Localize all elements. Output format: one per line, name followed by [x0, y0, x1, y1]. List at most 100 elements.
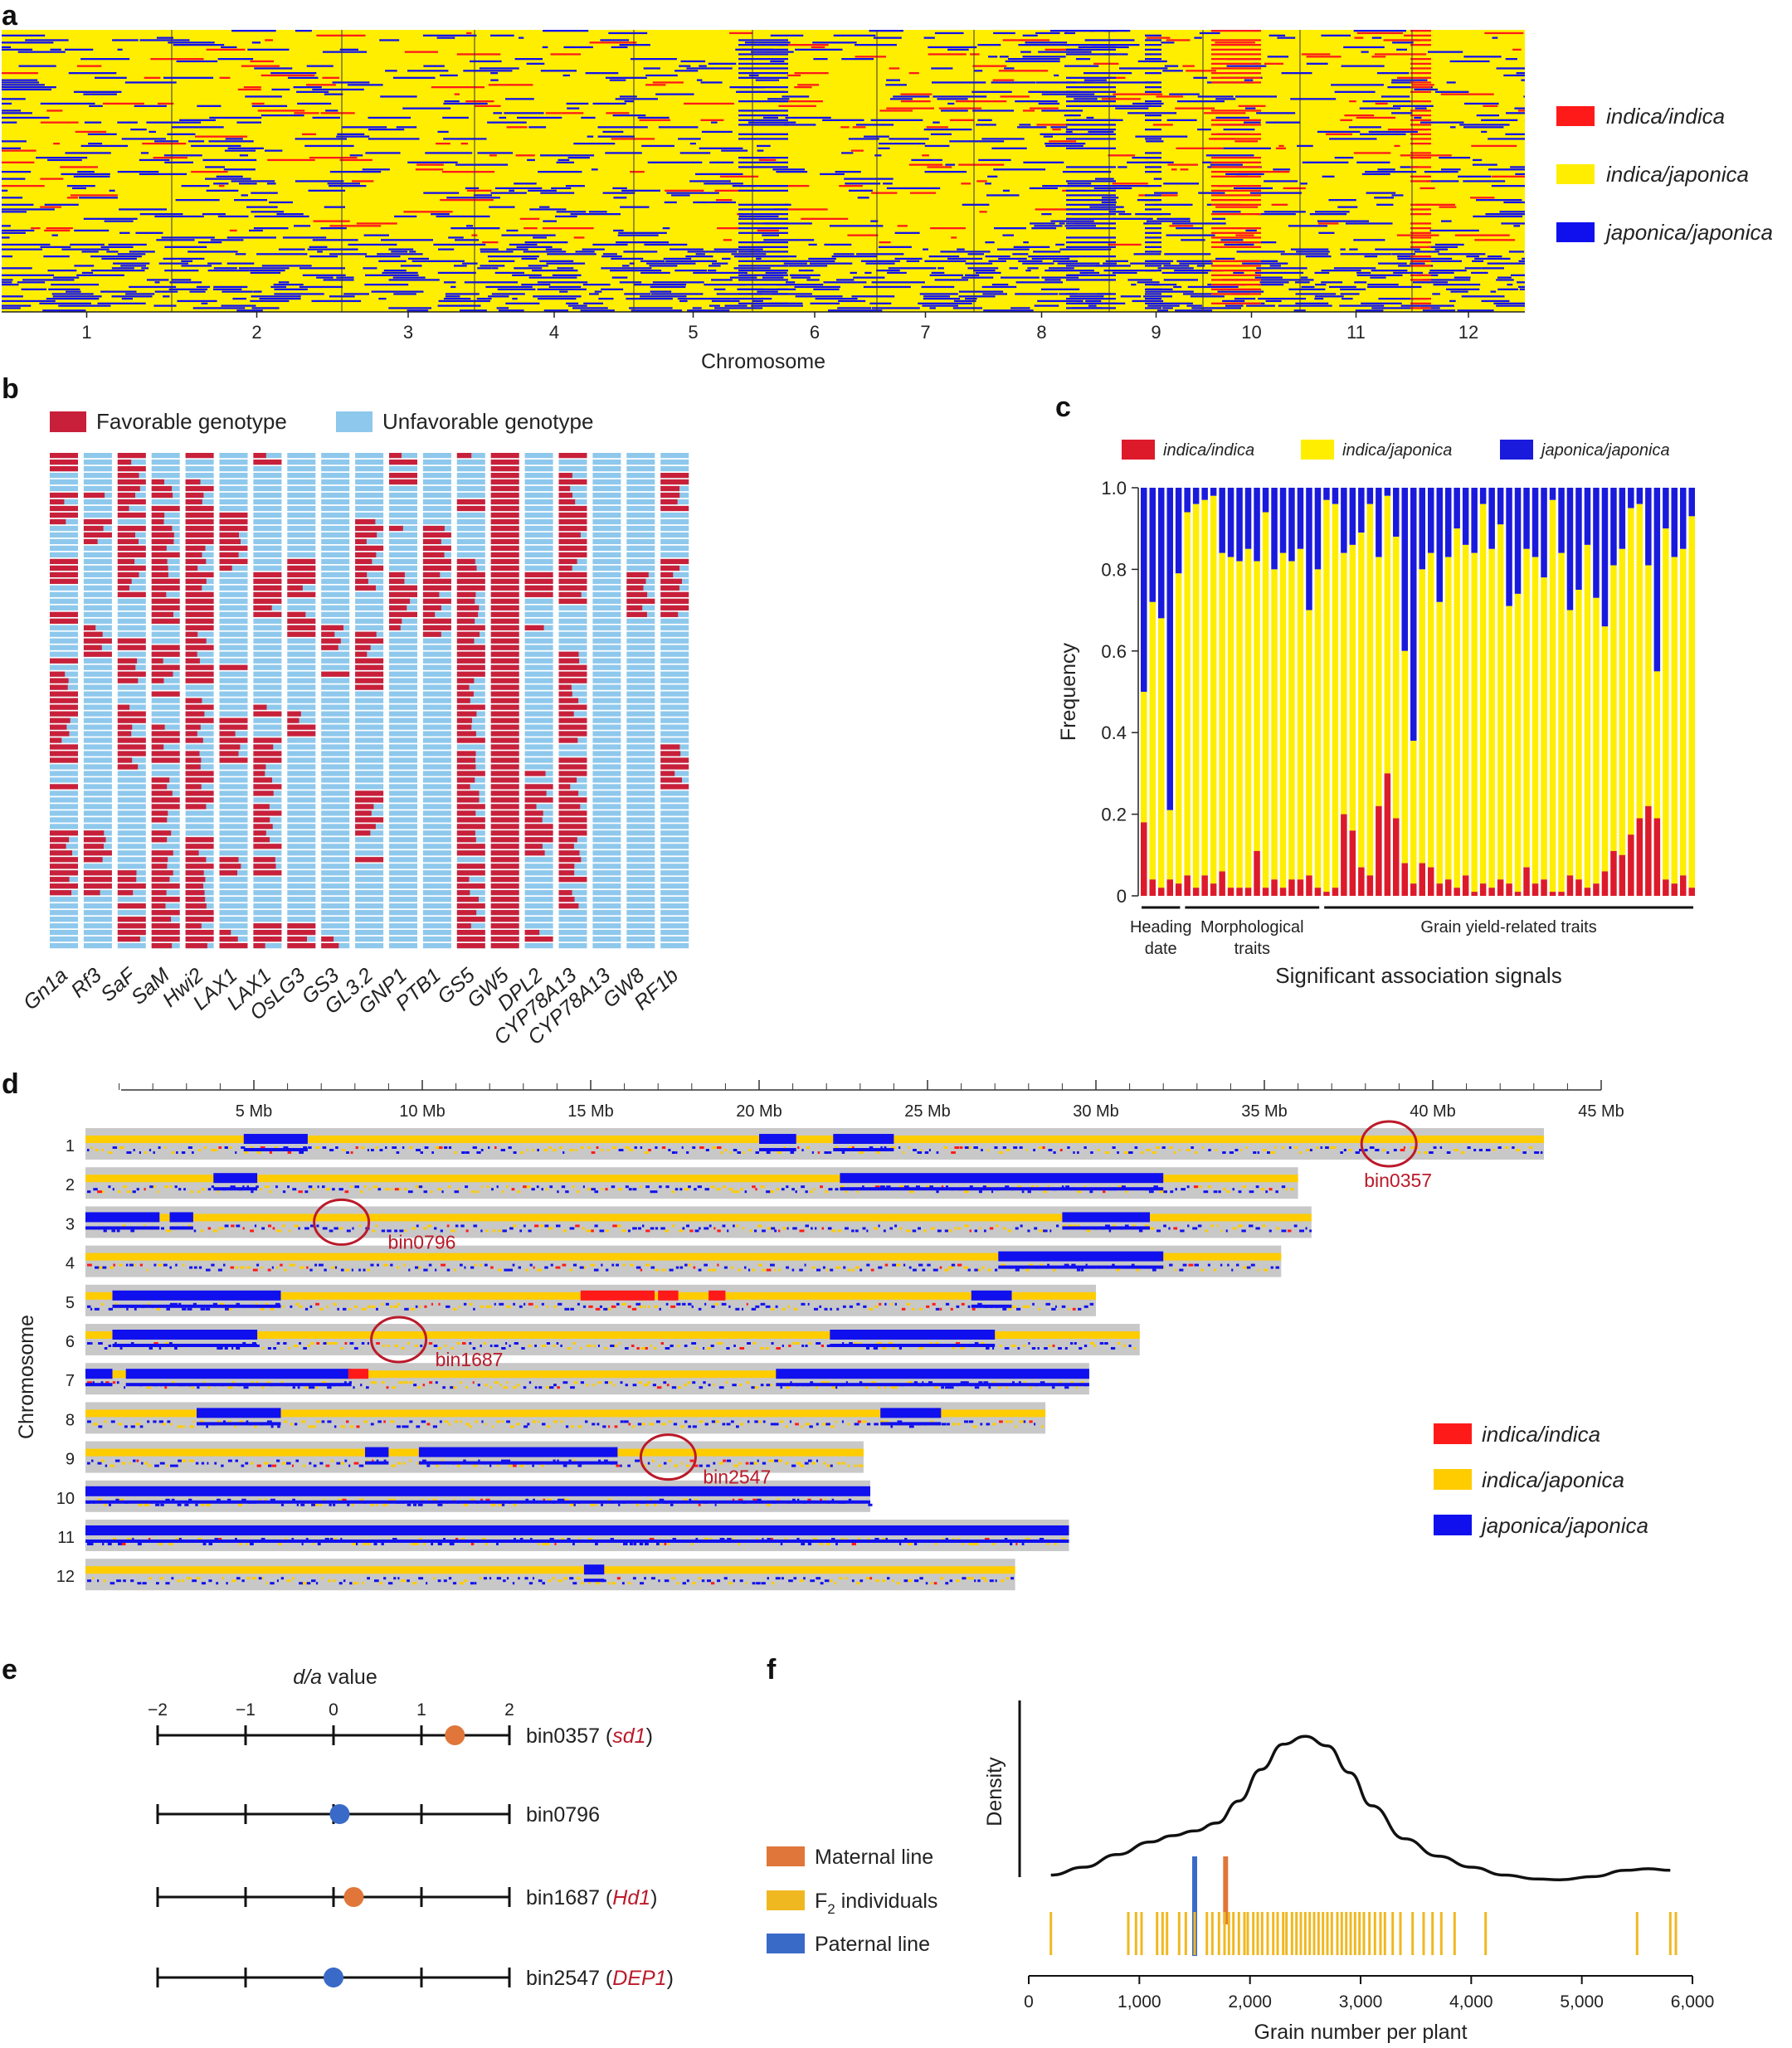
marker-speckle	[899, 1227, 903, 1230]
legend-label: Favorable genotype	[96, 409, 287, 434]
genotype-segment	[647, 161, 703, 163]
genotype-cell	[524, 883, 553, 889]
marker-speckle	[178, 1188, 182, 1191]
marker-speckle	[622, 1263, 626, 1267]
genotype-segment	[1246, 304, 1275, 307]
bar-indica-indica	[1332, 888, 1339, 896]
genotype-segment	[1280, 253, 1329, 255]
genotype-cell	[355, 817, 384, 823]
genotype-cell	[490, 897, 519, 902]
marker-speckle	[1454, 1149, 1459, 1151]
genotype-cell	[422, 485, 451, 492]
genotype-segment	[879, 143, 926, 145]
genotype-cell	[50, 631, 78, 637]
genotype-segment	[392, 76, 436, 79]
genotype-segment	[208, 140, 254, 143]
marker-speckle	[518, 1266, 521, 1269]
genotype-segment	[900, 93, 933, 95]
marker-speckle	[596, 1146, 599, 1149]
genotype-cell	[151, 883, 180, 889]
genotype-segment	[977, 44, 1001, 46]
genotype-cell	[83, 605, 112, 611]
genotype-cell	[422, 499, 451, 505]
marker-speckle	[1227, 1263, 1230, 1267]
genotype-cell	[389, 473, 417, 479]
genotype-segment	[1245, 229, 1257, 232]
genotype-segment	[838, 299, 866, 303]
genotype-cell	[253, 492, 282, 499]
marker-speckle	[460, 1263, 463, 1267]
genotype-cell	[558, 473, 572, 479]
genotype-cell	[355, 751, 384, 756]
marker-speckle	[723, 1266, 728, 1269]
genotype-cell	[151, 578, 180, 584]
genotype-cell	[287, 532, 316, 538]
genotype-segment	[1164, 65, 1179, 67]
genotype-cell	[456, 810, 476, 816]
genotype-segment	[1153, 203, 1193, 206]
marker-speckle	[392, 1146, 397, 1149]
genotype-cell	[558, 751, 587, 756]
haplotype-block	[833, 1134, 894, 1144]
genotype-cell	[355, 512, 384, 518]
genotype-cell	[592, 757, 621, 763]
genotype-cell	[660, 837, 689, 843]
genotype-segment	[187, 251, 238, 253]
genotype-segment	[640, 295, 687, 298]
genotype-cell	[558, 485, 571, 492]
genotype-cell	[50, 857, 78, 863]
marker-speckle	[878, 1266, 883, 1269]
marker-speckle	[634, 1146, 637, 1149]
genotype-segment	[1004, 67, 1015, 70]
genotype-segment	[986, 194, 1020, 197]
bar-indica-indica	[1558, 892, 1565, 896]
genotype-segment	[1438, 253, 1486, 255]
genotype-cell	[151, 877, 170, 883]
genotype-segment	[339, 158, 373, 162]
marker-speckle	[161, 1227, 164, 1230]
marker-speckle	[418, 1185, 423, 1189]
genotype-segment	[1093, 62, 1119, 65]
marker-speckle	[1188, 1263, 1194, 1267]
y-tick-label: 0.2	[1101, 805, 1127, 825]
genotype-segment	[1112, 217, 1153, 220]
marker-speckle	[99, 1266, 104, 1269]
genotype-segment	[1037, 299, 1083, 303]
marker-speckle	[1306, 1149, 1311, 1151]
genotype-cell	[117, 890, 134, 896]
genotype-segment	[66, 197, 78, 199]
genotype-segment	[329, 225, 382, 227]
genotype-cell	[253, 545, 282, 552]
genotype-segment	[1238, 105, 1266, 107]
genotype-segment	[1434, 243, 1464, 246]
genotype-cell	[83, 658, 112, 664]
bar-indica-indica	[1575, 879, 1582, 896]
marker-speckle	[1019, 1146, 1023, 1149]
genotype-segment	[1169, 225, 1194, 227]
genotype-segment	[937, 98, 968, 100]
genotype-cell	[117, 605, 146, 611]
genotype-cell	[456, 512, 485, 518]
genotype-cell	[321, 578, 350, 584]
genotype-cell	[389, 691, 417, 697]
genotype-cell	[151, 903, 180, 909]
genotype-cell	[524, 731, 553, 737]
genotype-band	[1145, 53, 1161, 56]
genotype-segment	[65, 152, 111, 154]
marker-speckle	[446, 1224, 450, 1228]
marker-speckle	[894, 1224, 898, 1228]
genotype-segment	[1295, 281, 1310, 284]
genotype-cell	[422, 704, 451, 710]
genotype-segment	[713, 288, 726, 290]
haplotype-block	[658, 1290, 679, 1301]
genotype-cell	[287, 718, 316, 723]
genotype-segment	[278, 281, 290, 284]
genotype-segment	[528, 276, 577, 279]
genotype-cell	[321, 684, 350, 690]
bar-japonica-japonica	[1436, 488, 1443, 602]
genotype-band	[738, 133, 788, 135]
genotype-segment	[181, 185, 210, 187]
marker-speckle	[924, 1151, 929, 1154]
genotype-cell	[117, 578, 132, 584]
genotype-segment	[1400, 304, 1454, 307]
